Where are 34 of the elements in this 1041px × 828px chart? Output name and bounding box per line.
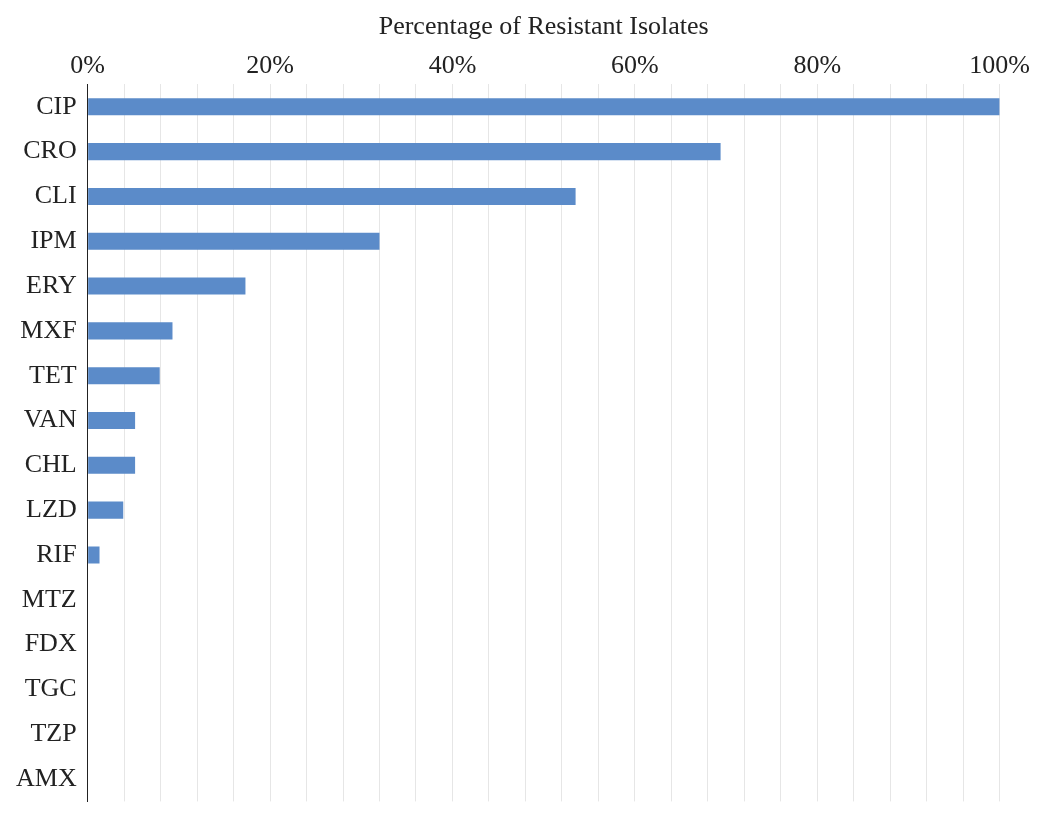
y-tick-label: CRO — [23, 135, 77, 165]
bar — [88, 546, 100, 564]
y-tick-label: IPM — [30, 225, 77, 255]
y-tick-label: FDX — [24, 628, 77, 658]
bar — [88, 456, 136, 474]
bar — [88, 98, 1000, 116]
y-tick-label: RIF — [36, 538, 77, 568]
y-tick-label: AMX — [16, 762, 77, 792]
x-tick-label: 20% — [246, 49, 294, 79]
bar — [88, 143, 721, 161]
y-tick-label: CHL — [24, 449, 77, 479]
bar — [88, 411, 136, 430]
x-tick-label: 100% — [969, 49, 1031, 79]
bar — [88, 367, 160, 385]
bar — [88, 232, 380, 250]
y-tick-label: MXF — [20, 314, 77, 344]
y-tick-label: TZP — [30, 718, 77, 748]
x-tick-label: 40% — [428, 49, 477, 79]
y-tick-label: CIP — [36, 90, 77, 120]
x-tick-label: 80% — [793, 49, 842, 79]
x-tick-label: 60% — [611, 49, 659, 79]
y-tick-label: TGC — [24, 673, 77, 703]
y-tick-label: TET — [29, 359, 77, 389]
bar — [88, 187, 576, 205]
bar — [88, 501, 124, 519]
bar — [88, 322, 173, 340]
x-axis-title: Percentage of Resistant Isolates — [378, 11, 709, 41]
y-tick-label: VAN — [23, 404, 77, 434]
y-tick-label: LZD — [26, 493, 77, 523]
y-tick-label: CLI — [34, 180, 77, 210]
y-tick-label: MTZ — [21, 583, 77, 613]
y-tick-label: ERY — [26, 269, 77, 299]
bar — [88, 277, 246, 295]
x-tick-label: 0% — [70, 49, 106, 79]
